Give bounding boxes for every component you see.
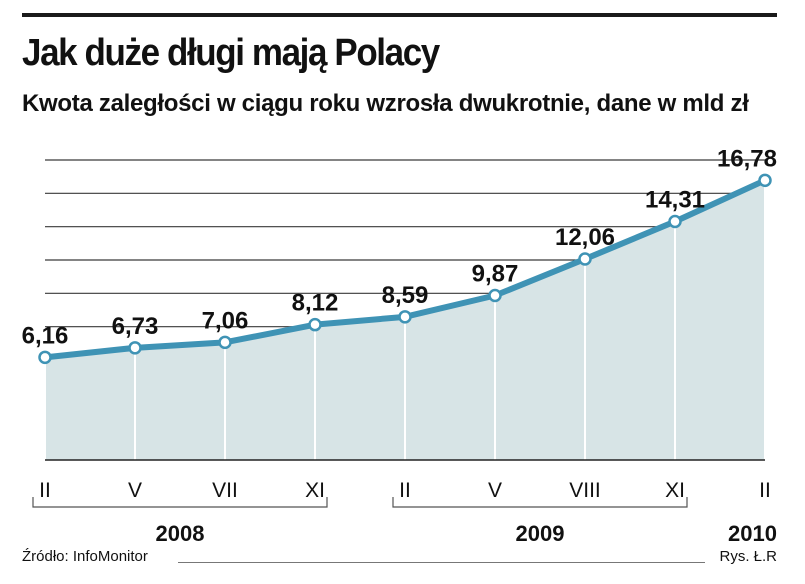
data-point <box>758 173 772 188</box>
x-tick-label: V <box>488 479 502 502</box>
x-tick-label: VII <box>212 479 238 502</box>
value-label: 6,73 <box>112 313 159 340</box>
year-bracket <box>392 497 688 508</box>
vertical-lines <box>44 180 766 460</box>
data-points <box>38 173 772 365</box>
year-groups: 2008 2009 2010 <box>32 497 777 546</box>
x-tick-label: XI <box>665 479 685 502</box>
credit-note: Rys. Ł.R <box>719 548 777 565</box>
value-label: 16,78 <box>717 145 777 172</box>
x-tick-label: II <box>399 479 411 502</box>
x-tick-label: XI <box>305 479 325 502</box>
year-bracket <box>32 497 328 508</box>
value-label: 8,59 <box>382 282 429 309</box>
data-point <box>668 214 682 229</box>
source-rule <box>178 562 705 563</box>
source-note: Źródło: InfoMonitor <box>22 548 148 565</box>
value-label: 9,87 <box>472 261 519 288</box>
value-label: 14,31 <box>645 187 705 214</box>
data-point <box>398 310 412 324</box>
data-point <box>218 335 232 350</box>
value-label: 6,16 <box>22 322 69 349</box>
value-label: 12,06 <box>555 224 615 251</box>
year-label: 2008 <box>156 521 205 546</box>
data-point <box>128 341 142 355</box>
value-labels: 6,16 6,73 7,06 8,12 8,59 9,87 12,06 14,31 16,78 <box>22 145 777 349</box>
data-point <box>38 350 52 365</box>
x-tick-label: VIII <box>569 479 601 502</box>
x-tick-label: II <box>759 479 771 502</box>
chart-title: Jak duże długi mają Polacy <box>22 32 440 74</box>
top-rule <box>22 13 777 17</box>
data-point <box>308 317 322 332</box>
data-point <box>578 252 592 266</box>
x-tick-label: V <box>128 479 142 502</box>
x-axis-ticks: II V VII XI II V VIII XI II <box>39 479 771 502</box>
value-label: 8,12 <box>292 290 339 317</box>
x-tick-label: II <box>39 479 51 502</box>
year-label: 2010 <box>728 521 777 546</box>
value-label: 7,06 <box>202 307 249 334</box>
data-point <box>488 288 502 303</box>
year-label: 2009 <box>516 521 565 546</box>
chart-subtitle: Kwota zaległości w ciągu roku wzrosła dw… <box>22 90 749 117</box>
